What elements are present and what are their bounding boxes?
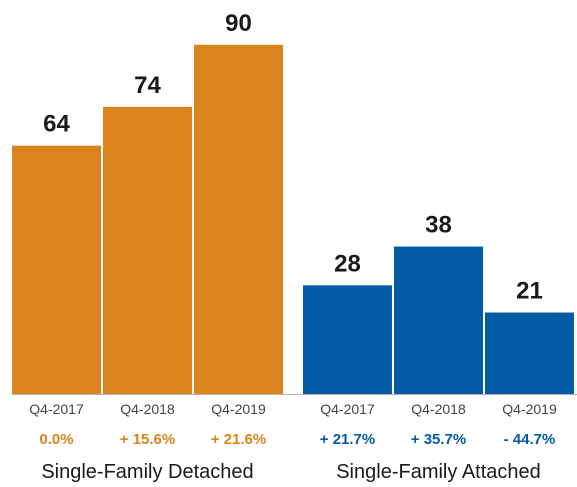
x-tick-label: Q4-2017 <box>29 401 84 417</box>
change-label: + 35.7% <box>411 431 466 448</box>
data-label: 21 <box>516 278 543 305</box>
change-label: + 15.6% <box>120 431 175 448</box>
bar-detached-q4-2017 <box>12 145 101 394</box>
bar-detached-q4-2018 <box>103 106 192 394</box>
bar-attached-q4-2019 <box>485 312 574 394</box>
data-label: 64 <box>43 111 70 138</box>
change-label: - 44.7% <box>504 431 556 448</box>
bar-attached-q4-2017 <box>303 285 392 394</box>
group-label: Single-Family Attached <box>336 461 541 483</box>
x-tick-label: Q4-2018 <box>411 401 466 417</box>
data-label: 90 <box>225 10 252 37</box>
x-tick-label: Q4-2019 <box>211 401 266 417</box>
data-label: 74 <box>134 72 161 99</box>
data-label: 38 <box>425 212 452 239</box>
bar-detached-q4-2019 <box>194 44 283 395</box>
group-label: Single-Family Detached <box>41 461 253 483</box>
x-tick-label: Q4-2019 <box>502 401 557 417</box>
change-label: 0.0% <box>39 431 73 448</box>
x-tick-label: Q4-2018 <box>120 401 175 417</box>
bar-attached-q4-2018 <box>394 246 483 394</box>
data-label: 28 <box>334 250 361 277</box>
change-label: + 21.6% <box>211 431 266 448</box>
x-tick-label: Q4-2017 <box>320 401 375 417</box>
change-label: + 21.7% <box>320 431 375 448</box>
